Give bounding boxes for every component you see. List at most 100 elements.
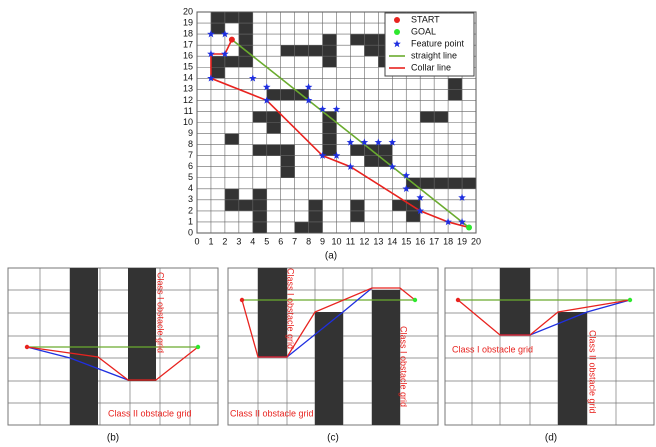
start — [455, 297, 461, 303]
obstacle — [434, 111, 449, 123]
obstacle — [252, 210, 267, 222]
legend-swatch — [394, 29, 400, 35]
legend-label: straight line — [411, 50, 457, 60]
caption: (c) — [327, 433, 339, 444]
obstacle — [294, 45, 309, 57]
y-tick-label: 16 — [183, 51, 193, 61]
obstacle — [448, 78, 463, 90]
obstacle — [252, 221, 267, 233]
obstacle — [308, 221, 323, 233]
feature-point — [346, 138, 355, 146]
y-tick-label: 9 — [188, 128, 193, 138]
obstacle — [448, 89, 463, 101]
obstacle — [280, 144, 295, 156]
obstacle — [252, 144, 267, 156]
obstacle — [350, 199, 365, 211]
obstacle — [308, 45, 323, 57]
obstacle — [210, 67, 225, 79]
legend-label: GOAL — [411, 26, 436, 36]
feature-point — [304, 83, 313, 91]
x-tick-label: 15 — [401, 236, 411, 246]
path-line — [231, 38, 470, 229]
obstacle — [252, 188, 267, 200]
feature-point — [262, 83, 271, 91]
obstacle — [322, 133, 337, 145]
y-tick-label: 4 — [188, 183, 193, 193]
x-tick-label: 5 — [264, 236, 269, 246]
y-tick-label: 15 — [183, 62, 193, 72]
goal — [195, 344, 201, 350]
x-tick-label: 12 — [359, 236, 369, 246]
obstacle — [315, 312, 343, 425]
obstacle — [448, 177, 463, 189]
caption: (d) — [545, 433, 557, 444]
x-tick-label: 2 — [222, 236, 227, 246]
obstacle — [420, 177, 435, 189]
feature-point — [360, 138, 369, 146]
obstacle — [322, 122, 337, 134]
x-tick-label: 10 — [331, 236, 341, 246]
feature-point — [332, 151, 341, 159]
obstacle — [258, 268, 287, 357]
feature-point — [249, 74, 257, 82]
obstacle — [252, 199, 267, 211]
feature-point — [374, 138, 383, 146]
obstacle — [462, 177, 476, 189]
caption: (b) — [107, 433, 119, 444]
feature-point — [388, 138, 397, 146]
label: Class I obstacle grid — [399, 326, 409, 407]
path-line — [210, 39, 470, 229]
x-tick-label: 16 — [415, 236, 425, 246]
obstacle — [280, 166, 295, 178]
y-tick-label: 12 — [183, 95, 193, 105]
obstacle — [238, 34, 253, 46]
feature-point — [332, 105, 341, 113]
obstacle — [364, 34, 379, 46]
goal — [412, 297, 418, 303]
feature-point — [207, 74, 215, 82]
label: Class I obstacle grid — [156, 272, 166, 353]
obstacle — [224, 133, 239, 145]
obstacle — [322, 144, 337, 156]
obstacle — [434, 177, 449, 189]
feature-point — [318, 151, 327, 159]
obstacle — [280, 155, 295, 167]
x-tick-label: 20 — [471, 236, 481, 246]
y-tick-label: 2 — [188, 205, 193, 215]
legend-label: Collar line — [411, 62, 451, 72]
obstacle — [350, 34, 365, 46]
feature-point — [416, 193, 424, 201]
obstacle — [392, 199, 407, 211]
x-tick-label: 9 — [320, 236, 325, 246]
feature-point — [318, 105, 327, 113]
obstacle — [280, 89, 295, 101]
caption: (a) — [325, 251, 337, 262]
obstacle — [266, 144, 281, 156]
obstacle — [322, 34, 337, 46]
obstacle — [224, 188, 239, 200]
y-tick-label: 14 — [183, 73, 193, 83]
legend — [384, 12, 475, 77]
obstacle — [364, 155, 379, 167]
x-tick-label: 17 — [429, 236, 439, 246]
feature-point — [221, 49, 229, 58]
x-tick-label: 14 — [387, 236, 397, 246]
obstacle — [350, 144, 365, 156]
x-tick-label: 0 — [194, 236, 199, 246]
obstacle — [128, 268, 156, 381]
panel-frame — [444, 267, 655, 426]
obstacle — [406, 199, 421, 211]
endpoint — [466, 224, 473, 231]
legend-swatch — [394, 17, 400, 23]
obstacle — [406, 210, 421, 222]
obstacle — [322, 45, 337, 57]
obstacle — [224, 199, 239, 211]
y-tick-label: 8 — [188, 139, 193, 149]
x-tick-label: 7 — [292, 236, 297, 246]
x-tick-label: 8 — [306, 236, 311, 246]
obstacle — [238, 56, 253, 68]
y-tick-label: 11 — [184, 106, 193, 116]
x-tick-label: 13 — [373, 236, 383, 246]
